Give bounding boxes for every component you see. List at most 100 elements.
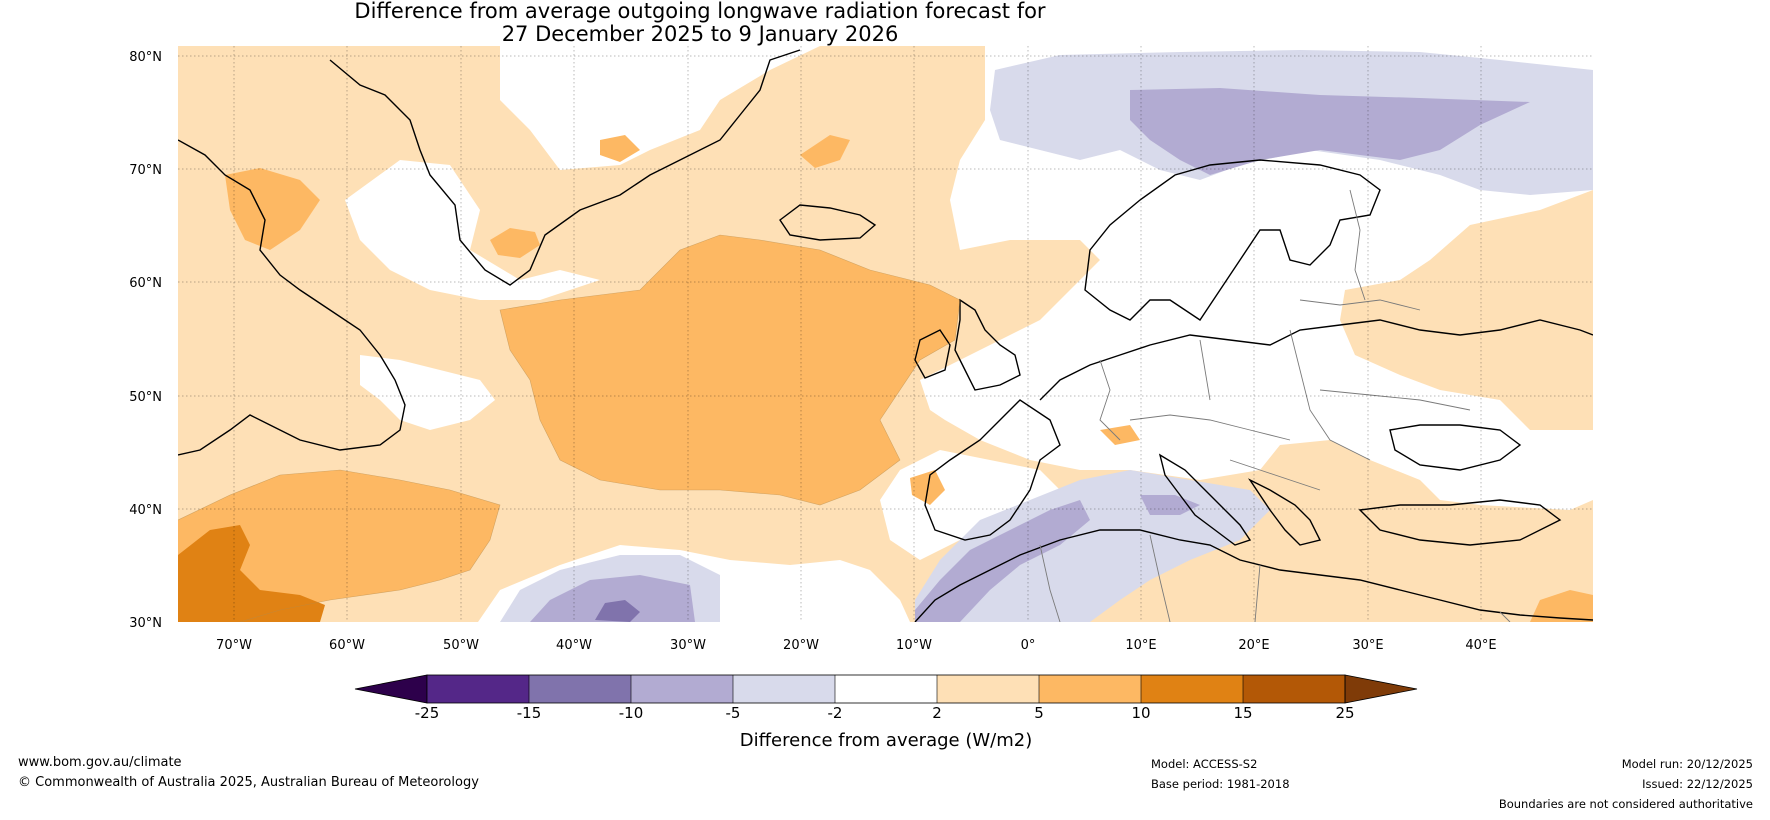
lon-label-20w: 20°W	[783, 638, 819, 653]
colorbar-tick: -10	[619, 704, 644, 722]
coastline-iceland	[779, 204, 877, 241]
lon-label-10e: 10°E	[1125, 638, 1156, 653]
lon-label-40e: 40°E	[1465, 638, 1496, 653]
positive-zone-eastern-med	[1530, 590, 1593, 622]
coastline-black-sea	[1389, 424, 1522, 471]
negative-zone-subtropics-mid	[530, 575, 695, 622]
neutral-zone-greenland-north	[500, 46, 820, 170]
colorbar-bin-1	[427, 675, 529, 703]
title-line-2: 27 December 2025 to 9 January 2026	[501, 22, 899, 46]
colorbar: -25 -15 -10 -5 -2 2 5 10 15 25 Differenc…	[354, 674, 1418, 751]
colorbar-extend-low	[354, 674, 428, 704]
base-period-text: Base period: 1981-2018	[1151, 777, 1290, 791]
lon-label-30w: 30°W	[670, 638, 706, 653]
negative-zone-arctic-mid	[1130, 88, 1530, 175]
lat-label-30n: 30°N	[129, 616, 162, 631]
longitude-labels: 70°W 60°W 50°W 40°W 30°W 20°W 10°W 0° 10…	[216, 638, 1497, 653]
border-central-europe	[1129, 414, 1291, 441]
positive-zone-scandinavia-east	[1400, 260, 1593, 365]
contour-western-atlantic	[178, 469, 501, 622]
lon-label-40w: 40°W	[556, 638, 592, 653]
colorbar-outline	[426, 674, 1346, 704]
border-france-germany	[1099, 359, 1121, 441]
coastline-balkans	[1247, 478, 1322, 546]
model-text: Model: ACCESS-S2	[1151, 757, 1258, 771]
colorbar-tick: 2	[932, 704, 942, 722]
lat-label-40n: 40°N	[129, 503, 162, 518]
coastline-iberia	[924, 399, 1061, 541]
lat-label-70n: 70°N	[129, 163, 162, 178]
coastline-british-isles	[954, 298, 1021, 391]
coastline-north-africa	[914, 529, 1593, 622]
negative-zone-tyrrhenian	[1140, 495, 1200, 515]
lon-label-50w: 50°W	[443, 638, 479, 653]
coastline-scandinavia	[1084, 159, 1381, 321]
border-baltics	[1299, 299, 1421, 311]
disclaimer-text: Boundaries are not considered authoritat…	[1498, 797, 1753, 811]
copyright-text: © Commonwealth of Australia 2025, Austra…	[18, 775, 479, 790]
colorbar-tick: -15	[517, 704, 542, 722]
negative-zone-mediterranean-mid	[915, 500, 1090, 622]
colorbar-bin-9	[1243, 675, 1345, 703]
coastline-italy	[1158, 453, 1252, 546]
colorbar-tick: 5	[1034, 704, 1044, 722]
border-finland-russia	[1349, 189, 1366, 301]
colorbar-tick: -2	[828, 704, 843, 722]
colorbar-tick: -5	[726, 704, 741, 722]
latitude-labels: 80°N 70°N 60°N 50°N 40°N 30°N	[129, 50, 162, 631]
colorbar-bin-7	[1039, 675, 1141, 703]
positive-zone-greenland-south	[490, 228, 540, 258]
coastline-europe-west	[1039, 319, 1593, 401]
border-balkans	[1229, 459, 1321, 491]
title-line-1: Difference from average outgoing longwav…	[354, 0, 1046, 23]
website-link[interactable]: www.bom.gov.au/climate	[18, 755, 182, 770]
colorbar-tick: 25	[1335, 704, 1354, 722]
positive-zone-western-atlantic	[178, 470, 500, 622]
colorbar-tick: 15	[1233, 704, 1252, 722]
colorbar-tick-labels: -25 -15 -10 -5 -2 2 5 10 15 25	[415, 704, 1355, 722]
contour-central-atlantic	[499, 234, 961, 506]
colorbar-extend-high	[1344, 674, 1418, 704]
lat-label-50n: 50°N	[129, 390, 162, 405]
coastline-canada-baffin	[178, 139, 406, 456]
anomaly-fields	[178, 46, 1593, 622]
border-north-africa	[1039, 534, 1511, 622]
lat-label-60n: 60°N	[129, 276, 162, 291]
colorbar-bin-5	[835, 675, 937, 703]
issued-text: Issued: 22/12/2025	[1642, 777, 1753, 791]
coastlines	[178, 49, 1593, 622]
colorbar-tick: 10	[1131, 704, 1150, 722]
colorbar-tick: -25	[415, 704, 440, 722]
colorbar-bin-8	[1141, 675, 1243, 703]
positive-zone-central-atlantic	[500, 235, 960, 505]
colorbar-dividers	[528, 675, 1244, 703]
border-germany-poland	[1199, 339, 1211, 401]
lon-label-20e: 20°E	[1238, 638, 1269, 653]
coastline-ireland	[914, 329, 951, 379]
lon-label-30e: 30°E	[1352, 638, 1383, 653]
coastline-turkey	[1358, 499, 1562, 546]
positive-zone-subtropical-strong	[178, 525, 325, 622]
lon-label-0: 0°	[1021, 638, 1036, 653]
positive-zone-greenland-east	[600, 135, 640, 162]
colorbar-bin-3	[631, 675, 733, 703]
lat-label-80n: 80°N	[129, 50, 162, 65]
neutral-zone-greenland-sea	[345, 160, 600, 300]
border-ukraine	[1319, 389, 1471, 411]
coastline-greenland	[329, 49, 801, 286]
lon-label-10w: 10°W	[896, 638, 932, 653]
colorbar-label: Difference from average (W/m2)	[740, 730, 1032, 751]
country-borders	[1039, 189, 1511, 622]
colorbar-bin-6	[937, 675, 1039, 703]
negative-zone-subtropics-strong	[595, 600, 640, 622]
chart-title: Difference from average outgoing longwav…	[0, 0, 1400, 46]
colorbar-bin-2	[529, 675, 631, 703]
positive-zone-iceland	[800, 135, 850, 168]
colorbar-bin-4	[733, 675, 835, 703]
model-run-text: Model run: 20/12/2025	[1621, 757, 1753, 771]
gridlines	[178, 46, 1593, 622]
lon-label-60w: 60°W	[329, 638, 365, 653]
contour-lines	[178, 234, 961, 622]
